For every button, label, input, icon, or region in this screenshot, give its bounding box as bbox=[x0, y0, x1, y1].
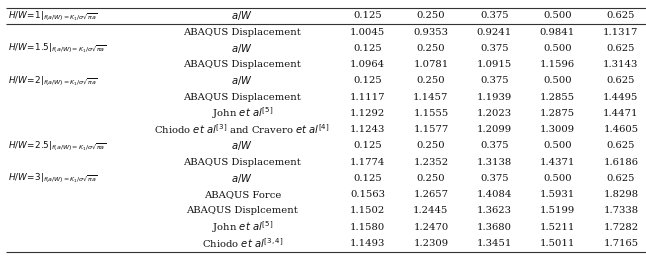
Text: 1.0781: 1.0781 bbox=[413, 60, 448, 69]
Text: 1.2875: 1.2875 bbox=[540, 109, 575, 118]
Text: 0.375: 0.375 bbox=[480, 76, 508, 85]
Text: 1.4084: 1.4084 bbox=[477, 190, 512, 199]
Text: 0.1563: 0.1563 bbox=[350, 190, 385, 199]
Text: 0.625: 0.625 bbox=[607, 174, 635, 183]
Text: Chiodo $et\ al^{[3]}$ and Cravero $et\ al^{[4]}$: Chiodo $et\ al^{[3]}$ and Cravero $et\ a… bbox=[154, 123, 330, 136]
Text: 1.1502: 1.1502 bbox=[350, 206, 385, 215]
Text: 1.5011: 1.5011 bbox=[540, 239, 575, 248]
Text: ABAQUS Displacement: ABAQUS Displacement bbox=[183, 158, 301, 167]
Text: 1.3680: 1.3680 bbox=[477, 223, 512, 232]
Text: 1.3143: 1.3143 bbox=[603, 60, 638, 69]
Text: 0.375: 0.375 bbox=[480, 141, 508, 150]
Text: 1.1774: 1.1774 bbox=[350, 158, 385, 167]
Text: 1.2099: 1.2099 bbox=[477, 125, 512, 134]
Text: $H/W\!=\!2|_{f(a/W)=K_1/\sigma\sqrt{\pi a}}$: $H/W\!=\!2|_{f(a/W)=K_1/\sigma\sqrt{\pi … bbox=[8, 74, 98, 88]
Text: 1.1117: 1.1117 bbox=[350, 93, 385, 102]
Text: 0.250: 0.250 bbox=[417, 11, 445, 20]
Text: 1.1580: 1.1580 bbox=[350, 223, 385, 232]
Text: 1.7338: 1.7338 bbox=[603, 206, 638, 215]
Text: 0.250: 0.250 bbox=[417, 174, 445, 183]
Text: 1.1292: 1.1292 bbox=[350, 109, 385, 118]
Text: 1.5211: 1.5211 bbox=[540, 223, 575, 232]
Text: 1.1939: 1.1939 bbox=[477, 93, 512, 102]
Text: 0.9841: 0.9841 bbox=[540, 28, 575, 37]
Text: John $et\ al^{[5]}$: John $et\ al^{[5]}$ bbox=[212, 219, 273, 235]
Text: 1.2445: 1.2445 bbox=[413, 206, 448, 215]
Text: 1.4605: 1.4605 bbox=[603, 125, 638, 134]
Text: $a/W$: $a/W$ bbox=[231, 172, 253, 185]
Text: Chiodo $et\ al^{[3,4]}$: Chiodo $et\ al^{[3,4]}$ bbox=[202, 237, 283, 250]
Text: 1.4371: 1.4371 bbox=[540, 158, 575, 167]
Text: 0.625: 0.625 bbox=[607, 44, 635, 53]
Text: 1.3623: 1.3623 bbox=[477, 206, 512, 215]
Text: 0.250: 0.250 bbox=[417, 141, 445, 150]
Text: $a/W$: $a/W$ bbox=[231, 9, 253, 22]
Text: ABAQUS Force: ABAQUS Force bbox=[203, 190, 281, 199]
Text: 1.1317: 1.1317 bbox=[603, 28, 638, 37]
Text: 1.1493: 1.1493 bbox=[350, 239, 385, 248]
Text: 1.1243: 1.1243 bbox=[350, 125, 385, 134]
Text: 0.9241: 0.9241 bbox=[477, 28, 512, 37]
Text: 0.500: 0.500 bbox=[543, 11, 572, 20]
Text: ABAQUS Displacement: ABAQUS Displacement bbox=[183, 60, 301, 69]
Text: $a/W$: $a/W$ bbox=[231, 139, 253, 152]
Text: 1.2309: 1.2309 bbox=[413, 239, 448, 248]
Text: 1.3451: 1.3451 bbox=[477, 239, 512, 248]
Text: 1.5199: 1.5199 bbox=[540, 206, 575, 215]
Text: 0.125: 0.125 bbox=[353, 141, 382, 150]
Text: John $et\ al^{[5]}$: John $et\ al^{[5]}$ bbox=[212, 105, 273, 121]
Text: 1.4471: 1.4471 bbox=[603, 109, 638, 118]
Text: 1.4495: 1.4495 bbox=[603, 93, 638, 102]
Text: $H/W\!=\!2.5|_{f(a/W)=K_1/\sigma\sqrt{\pi a}}$: $H/W\!=\!2.5|_{f(a/W)=K_1/\sigma\sqrt{\p… bbox=[8, 139, 106, 153]
Text: $H/W\!=\!1|_{f(a/W)=K_1/\sigma\sqrt{\pi a}}$: $H/W\!=\!1|_{f(a/W)=K_1/\sigma\sqrt{\pi … bbox=[8, 9, 98, 23]
Text: 1.7165: 1.7165 bbox=[603, 239, 638, 248]
Text: 1.0964: 1.0964 bbox=[350, 60, 385, 69]
Text: 0.125: 0.125 bbox=[353, 44, 382, 53]
Text: 1.1555: 1.1555 bbox=[413, 109, 448, 118]
Text: 0.9353: 0.9353 bbox=[413, 28, 448, 37]
Text: $H/W\!=\!3|_{f(a/W)=K_1/\sigma\sqrt{\pi a}}$: $H/W\!=\!3|_{f(a/W)=K_1/\sigma\sqrt{\pi … bbox=[8, 172, 98, 185]
Text: $a/W$: $a/W$ bbox=[231, 74, 253, 87]
Text: $a/W$: $a/W$ bbox=[231, 42, 253, 55]
Text: 1.1577: 1.1577 bbox=[413, 125, 448, 134]
Text: 0.500: 0.500 bbox=[543, 76, 572, 85]
Text: 0.125: 0.125 bbox=[353, 11, 382, 20]
Text: 1.3009: 1.3009 bbox=[540, 125, 575, 134]
Text: 1.2855: 1.2855 bbox=[540, 93, 575, 102]
Text: 0.500: 0.500 bbox=[543, 141, 572, 150]
Text: 1.2470: 1.2470 bbox=[413, 223, 448, 232]
Text: 1.1596: 1.1596 bbox=[540, 60, 575, 69]
Text: 1.7282: 1.7282 bbox=[603, 223, 638, 232]
Text: 1.1457: 1.1457 bbox=[413, 93, 448, 102]
Text: 0.375: 0.375 bbox=[480, 11, 508, 20]
Text: 0.375: 0.375 bbox=[480, 174, 508, 183]
Text: ABAQUS Displacement: ABAQUS Displacement bbox=[183, 93, 301, 102]
Text: 1.3138: 1.3138 bbox=[477, 158, 512, 167]
Text: 1.2657: 1.2657 bbox=[413, 190, 448, 199]
Text: ABAQUS Displcement: ABAQUS Displcement bbox=[187, 206, 298, 215]
Text: 0.500: 0.500 bbox=[543, 44, 572, 53]
Text: 0.250: 0.250 bbox=[417, 76, 445, 85]
Text: 1.6186: 1.6186 bbox=[603, 158, 638, 167]
Text: 1.5931: 1.5931 bbox=[540, 190, 575, 199]
Text: ABAQUS Displacement: ABAQUS Displacement bbox=[183, 28, 301, 37]
Text: 0.125: 0.125 bbox=[353, 174, 382, 183]
Text: 0.125: 0.125 bbox=[353, 76, 382, 85]
Text: $H/W\!=\!1.5|_{f(a/W)=K_1/\sigma\sqrt{\pi a}}$: $H/W\!=\!1.5|_{f(a/W)=K_1/\sigma\sqrt{\p… bbox=[8, 41, 106, 55]
Text: 1.0915: 1.0915 bbox=[477, 60, 512, 69]
Text: 0.625: 0.625 bbox=[607, 76, 635, 85]
Text: 0.625: 0.625 bbox=[607, 11, 635, 20]
Text: 1.8298: 1.8298 bbox=[603, 190, 638, 199]
Text: 0.625: 0.625 bbox=[607, 141, 635, 150]
Text: 0.500: 0.500 bbox=[543, 174, 572, 183]
Text: 0.375: 0.375 bbox=[480, 44, 508, 53]
Text: 1.2023: 1.2023 bbox=[477, 109, 512, 118]
Text: 1.0045: 1.0045 bbox=[350, 28, 385, 37]
Text: 0.250: 0.250 bbox=[417, 44, 445, 53]
Text: 1.2352: 1.2352 bbox=[413, 158, 448, 167]
